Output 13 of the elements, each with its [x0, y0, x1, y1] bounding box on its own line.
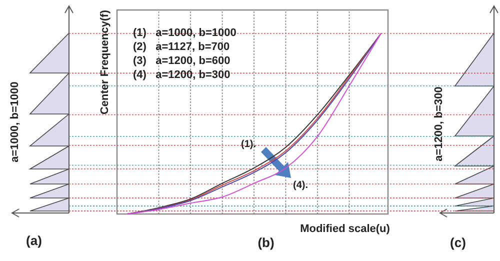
text: a=1200, b=300 — [433, 86, 445, 162]
text: (a) — [26, 233, 42, 248]
annotation: (1). — [241, 139, 256, 150]
y-axis-title: Center Frequency(f) — [99, 10, 111, 115]
annotation: (2) a=1127, b=700 — [133, 41, 230, 53]
annotation: (1) a=1000, b=1000 — [133, 27, 236, 39]
annotation: (3) a=1200, b=600 — [133, 55, 230, 67]
text: (c) — [450, 235, 466, 250]
annotation: (4). — [293, 180, 308, 191]
text: a=1000, b=1000 — [9, 82, 21, 162]
x-axis-title: Modified scale(u) — [300, 223, 390, 235]
annotation: (4) a=1200, b=300 — [133, 69, 230, 81]
text: (b) — [258, 235, 274, 250]
